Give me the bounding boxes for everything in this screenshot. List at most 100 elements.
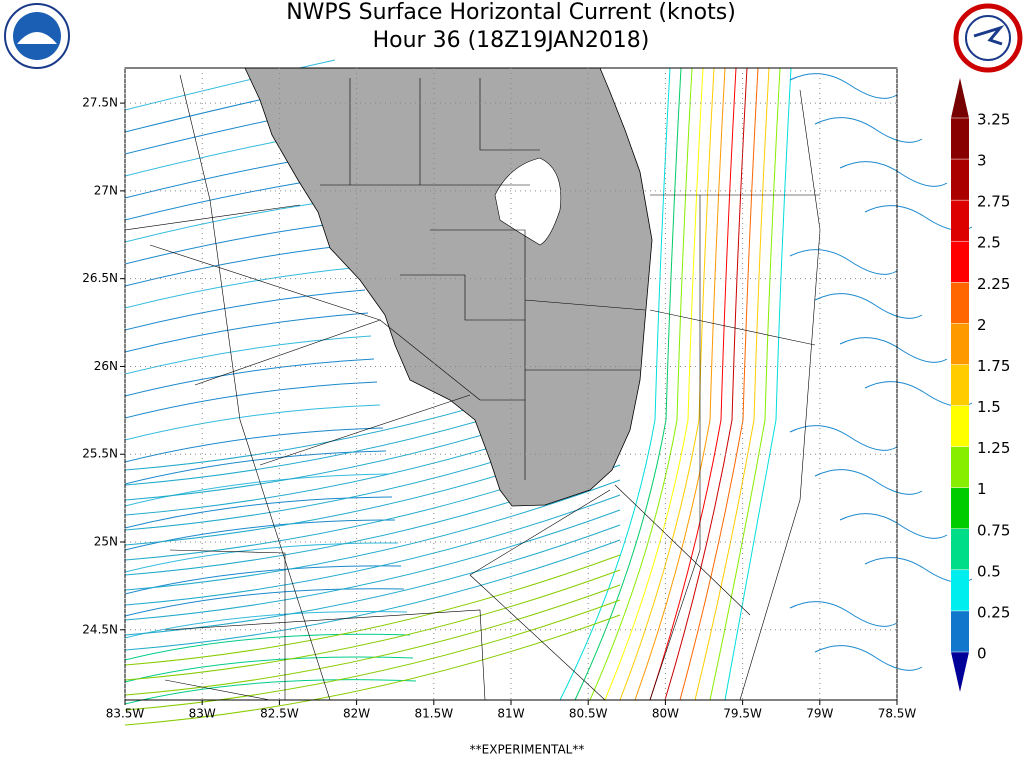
colorbar-label: 2.25 [977, 275, 1010, 293]
streamline [124, 569, 621, 681]
streamline [789, 73, 898, 99]
streamline [724, 67, 792, 701]
x-tick-label: 82W [343, 707, 370, 721]
streamline [124, 539, 621, 651]
current-streamlines [124, 59, 973, 726]
colorbar-label: 1 [977, 480, 987, 498]
streamline [124, 289, 366, 331]
streamline [664, 67, 748, 701]
streamline [124, 494, 621, 606]
colorbar-under [951, 652, 969, 692]
colorbar: 0 0.25 0.5 0.75 1 1.25 1.5 1.75 2 2.25 2.5 2.75 3 3.2… [951, 78, 1010, 692]
x-tick-label: 83W [189, 707, 216, 721]
x-tick-label: 78.5W [878, 707, 917, 721]
streamline [124, 588, 405, 617]
county-lines [124, 74, 821, 701]
streamline [814, 117, 923, 143]
streamline [124, 611, 408, 639]
streamline [789, 249, 898, 275]
colorbar-label: 1.25 [977, 439, 1010, 457]
colorbar-label: 2.5 [977, 234, 1001, 252]
streamline [124, 656, 414, 683]
footer: **EXPERIMENTAL** [470, 743, 585, 757]
colorbar-label: 0 [977, 645, 987, 663]
streamline [839, 513, 948, 539]
colorbar-segment [951, 405, 969, 447]
colorbar-segment [951, 487, 969, 529]
y-tick-label: 25.5N [82, 447, 118, 461]
streamline [124, 404, 381, 441]
streamline [814, 469, 923, 495]
streamline [634, 67, 726, 701]
colorbar-label: 3.25 [977, 111, 1010, 129]
x-tick-label: 81.5W [415, 707, 454, 721]
streamline [124, 496, 393, 529]
colorbar-segment [951, 159, 969, 201]
x-tick-label: 80.5W [569, 707, 608, 721]
colorbar-label: 2 [977, 316, 987, 334]
streamline [814, 645, 923, 671]
streamline [679, 67, 759, 701]
streamline [124, 633, 411, 661]
y-tick-label: 27.5N [82, 96, 118, 110]
colorbar-segment [951, 528, 969, 570]
streamline [709, 67, 781, 701]
streamline [649, 67, 737, 701]
streamline [789, 601, 898, 627]
streamline [124, 542, 399, 573]
x-tick-label: 83.5W [106, 707, 145, 721]
nws-logo [953, 3, 1023, 73]
colorbar-segment [951, 241, 969, 283]
streamline [124, 266, 363, 309]
streamline [839, 337, 948, 363]
colorbar-label: 1.5 [977, 398, 1001, 416]
colorbar-label: 3 [977, 152, 987, 170]
streamline [124, 509, 621, 621]
streamline [124, 479, 621, 591]
colorbar-label: 0.75 [977, 521, 1010, 539]
streamline [124, 59, 336, 111]
colorbar-segment [951, 282, 969, 324]
noaa-logo [4, 3, 70, 69]
axes: 83.5W 83W 82.5W 82W 81.5W 81W 80.5W 80W 79.5W 79W… [82, 68, 916, 721]
streamline [789, 425, 898, 451]
colorbar-label: 2.75 [977, 193, 1010, 211]
streamline [604, 67, 704, 701]
y-tick-label: 27N [94, 183, 118, 197]
x-tick-label: 80W [652, 707, 679, 721]
y-tick-label: 25N [94, 535, 118, 549]
streamline [124, 358, 375, 397]
x-tick-label: 79W [806, 707, 833, 721]
streamline [124, 312, 369, 353]
streamline [124, 519, 396, 551]
title: NWPS Surface Horizontal Current (knots) [286, 0, 736, 25]
map-area: 83.5W 83W 82.5W 82W 81.5W 81W 80.5W 80W 79.5W 79W… [82, 59, 973, 726]
y-tick-label: 26.5N [82, 271, 118, 285]
streamline [124, 584, 621, 696]
colorbar-segment [951, 446, 969, 488]
colorbar-label: 0.25 [977, 603, 1010, 621]
colorbar-label: 0.5 [977, 562, 1001, 580]
subtitle: Hour 36 (18Z19JAN2018) [373, 28, 650, 53]
y-tick-label: 24.5N [82, 622, 118, 636]
streamline [694, 67, 770, 701]
x-tick-label: 81W [497, 707, 524, 721]
colorbar-segment [951, 200, 969, 242]
streamline [814, 293, 923, 319]
streamline [559, 67, 671, 701]
streamline [124, 554, 621, 666]
streamline [574, 67, 682, 701]
x-tick-label: 82.5W [260, 707, 299, 721]
colorbar-segment [951, 118, 969, 160]
colorbar-segment [951, 323, 969, 365]
colorbar-over [951, 78, 969, 118]
y-tick-label: 26N [94, 359, 118, 373]
streamline [124, 473, 390, 507]
colorbar-label: 1.75 [977, 357, 1010, 375]
streamline [124, 381, 378, 419]
streamline [619, 67, 715, 701]
streamline [839, 161, 948, 187]
streamline [124, 679, 417, 705]
streamline [589, 67, 693, 701]
colorbar-segment [951, 364, 969, 406]
